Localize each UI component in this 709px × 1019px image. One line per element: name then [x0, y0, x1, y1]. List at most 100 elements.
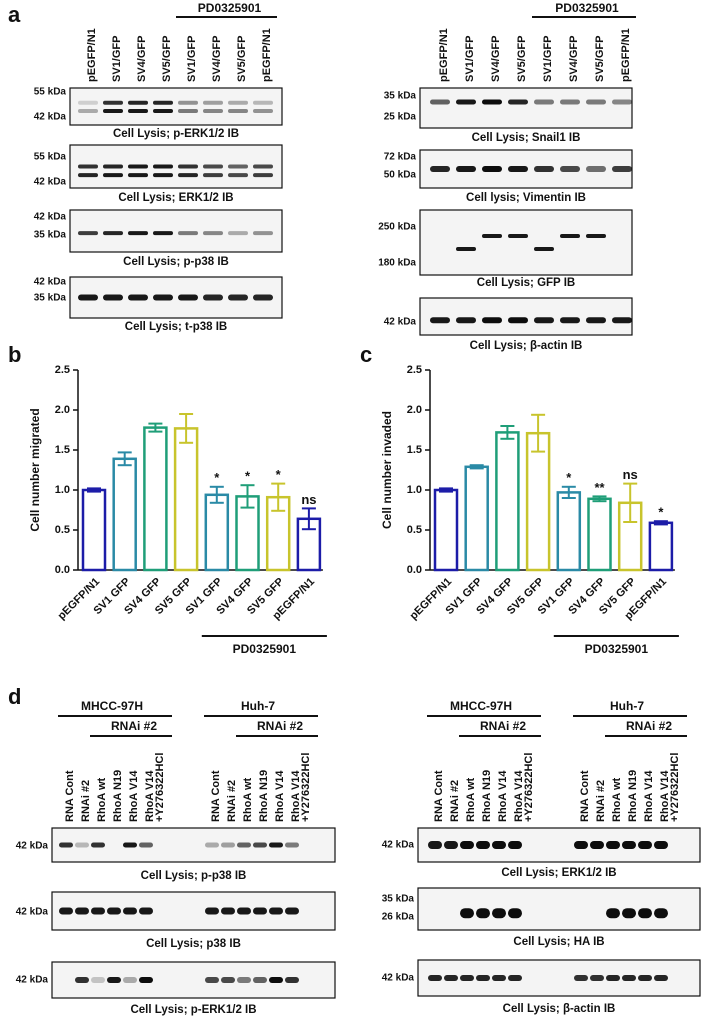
- band: [622, 908, 636, 919]
- band: [153, 108, 173, 113]
- blot: [69, 87, 283, 126]
- band: [430, 166, 450, 172]
- band: [78, 108, 98, 113]
- band: [153, 231, 173, 236]
- group-name: MHCC-97H: [450, 699, 512, 713]
- band: [460, 908, 474, 919]
- panel-label: a: [8, 2, 21, 27]
- band: [103, 100, 123, 105]
- x-tick-label: pEGFP/N1: [408, 576, 455, 623]
- band: [78, 100, 98, 105]
- lane-label: RhoA N19: [627, 770, 639, 822]
- band: [586, 234, 606, 238]
- band: [139, 977, 153, 983]
- band: [103, 294, 123, 301]
- kda-marker: 42 kDa: [16, 907, 49, 918]
- bar: [495, 431, 520, 572]
- y-tick-label: 0.0: [407, 564, 422, 576]
- lane-label: SV4/GFP: [568, 36, 580, 82]
- lane-label: RNA Cont: [433, 770, 445, 822]
- lane-label: RNAi #2: [226, 780, 238, 822]
- band: [482, 317, 502, 324]
- band: [103, 164, 123, 169]
- y-axis-label: Cell number migrated: [28, 408, 42, 531]
- kda-marker: 42 kDa: [382, 840, 415, 851]
- kda-marker: 42 kDa: [34, 277, 67, 288]
- blot-caption: Cell Lysis; GFP IB: [477, 277, 575, 289]
- lane-label: RNA Cont: [64, 770, 76, 822]
- band: [622, 841, 636, 849]
- band: [103, 173, 123, 178]
- kda-marker: 72 kDa: [384, 152, 417, 163]
- annotation: *: [658, 505, 664, 520]
- band: [534, 247, 554, 251]
- y-tick-label: 0.5: [55, 524, 70, 536]
- lane-label: SV4/GFP: [136, 36, 148, 82]
- group-label: PD0325901: [233, 642, 297, 656]
- band: [128, 100, 148, 105]
- band: [460, 975, 474, 981]
- bar: [525, 431, 551, 572]
- band: [606, 975, 620, 981]
- band: [654, 908, 668, 919]
- annotation: *: [276, 467, 282, 482]
- blot-caption: Cell lysis; Vimentin IB: [466, 192, 586, 204]
- band: [534, 99, 554, 105]
- blot-caption: Cell Lysis; β-actin IB: [503, 1003, 616, 1015]
- band: [91, 907, 105, 915]
- blot-caption: Cell Lysis; HA IB: [513, 936, 604, 948]
- lane-label: RhoA wt: [242, 777, 254, 822]
- bar: [143, 426, 168, 572]
- band: [253, 173, 273, 178]
- kda-marker: 35 kDa: [382, 894, 415, 905]
- band: [492, 975, 506, 981]
- annotation: *: [566, 470, 572, 485]
- group-name: MHCC-97H: [81, 699, 143, 713]
- x-tick-label: pEGFP/N1: [56, 576, 103, 623]
- lane-label: RhoA N19: [258, 770, 270, 822]
- band: [560, 234, 580, 238]
- band: [590, 975, 604, 981]
- band: [123, 977, 137, 983]
- band: [228, 164, 248, 169]
- band: [638, 841, 652, 849]
- band: [128, 231, 148, 236]
- band: [205, 977, 219, 983]
- band: [622, 975, 636, 981]
- band: [237, 977, 251, 983]
- band: [128, 294, 148, 301]
- band: [78, 164, 98, 169]
- band: [107, 977, 121, 983]
- lane-label: RhoA V14: [497, 770, 509, 822]
- band: [123, 907, 137, 915]
- bar: [81, 488, 107, 572]
- annotation: **: [594, 480, 605, 495]
- band: [128, 173, 148, 178]
- band: [253, 977, 267, 983]
- lane-label: SV4/GFP: [211, 36, 223, 82]
- kda-marker: 35 kDa: [34, 230, 67, 241]
- band: [508, 317, 528, 324]
- kda-marker: 42 kDa: [16, 841, 49, 852]
- band: [205, 842, 219, 848]
- lane-label: SV1/GFP: [464, 36, 476, 82]
- kda-marker: 55 kDa: [34, 152, 67, 163]
- band: [476, 908, 490, 919]
- lane-label: SV1/GFP: [542, 36, 554, 82]
- lane-label: RNAi #2: [449, 780, 461, 822]
- lane-label: SV5/GFP: [161, 36, 173, 82]
- annotation: ns: [301, 492, 316, 507]
- lane-label: +Y276322HCl: [154, 753, 166, 822]
- subgroup-name: RNAi #2: [257, 719, 303, 733]
- blot-caption: Cell Lysis; p-ERK1/2 IB: [130, 1004, 256, 1016]
- band: [508, 234, 528, 238]
- band: [91, 977, 105, 983]
- band: [228, 231, 248, 236]
- annotation: *: [245, 469, 251, 484]
- band: [253, 842, 267, 848]
- kda-marker: 42 kDa: [382, 973, 415, 984]
- lane-label: RhoA N19: [112, 770, 124, 822]
- band: [103, 108, 123, 113]
- band: [253, 108, 273, 113]
